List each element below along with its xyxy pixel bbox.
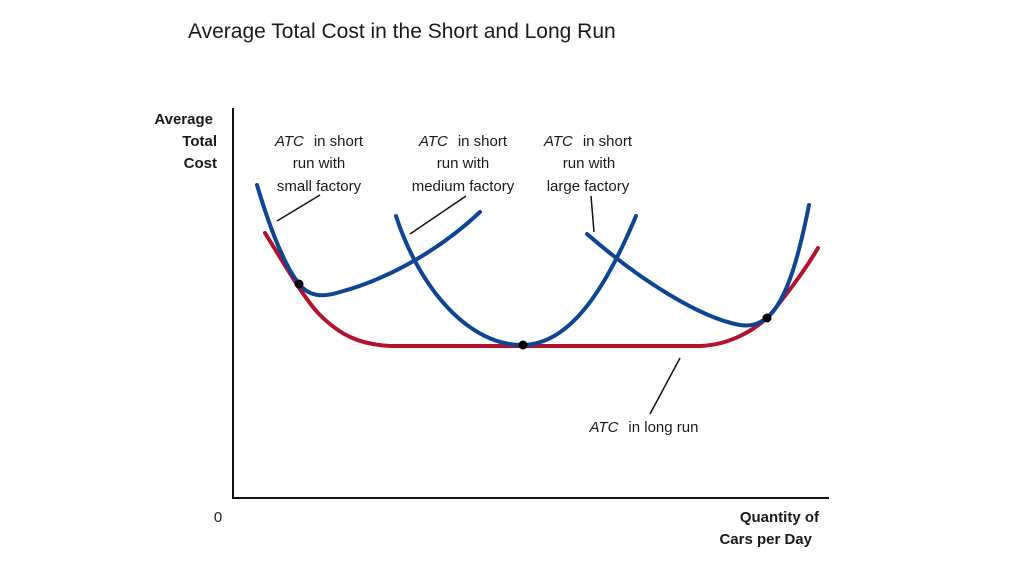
label-large-atc: ATC: [543, 133, 573, 150]
label-medium-line-3: medium factory: [412, 178, 515, 195]
label-long-run-rest: in long run: [628, 419, 698, 436]
x-axis-label-line-1: Quantity of: [740, 509, 820, 526]
label-medium-atc: ATC: [418, 133, 448, 150]
origin-label: 0: [214, 509, 222, 526]
label-small-line-3: small factory: [277, 178, 362, 195]
label-small-line-1: ATC in short: [274, 133, 364, 150]
label-large-line-1: ATC in short: [543, 133, 633, 150]
label-small-rest: in short: [314, 133, 364, 150]
leader-line-long-run: [649, 357, 681, 415]
short-run-atc-small-curve: [255, 183, 482, 298]
leader-line-small: [276, 194, 321, 222]
long-run-atc-curve: [263, 231, 820, 348]
label-large-line-2: run with: [563, 155, 616, 172]
y-axis-label-line-2: Total: [182, 133, 217, 150]
label-medium-line-2: run with: [437, 155, 490, 172]
short-run-atc-medium-curve: [394, 214, 638, 348]
y-axis-label-line-1: Average: [154, 111, 213, 128]
label-medium-rest: in short: [458, 133, 508, 150]
chart-title: Average Total Cost in the Short and Long…: [188, 20, 616, 43]
tangency-point-small: [294, 279, 304, 289]
label-small-atc: ATC: [274, 133, 304, 150]
short-run-atc-large-curve: [585, 203, 811, 328]
tangency-point-large: [762, 313, 772, 323]
label-long-run: ATC in long run: [589, 419, 699, 436]
label-large-line-3: large factory: [547, 178, 630, 195]
tangency-point-medium: [518, 340, 528, 350]
leader-line-medium: [409, 195, 467, 235]
label-small-line-2: run with: [293, 155, 346, 172]
y-axis-label-line-3: Cost: [184, 155, 217, 172]
label-large-rest: in short: [583, 133, 633, 150]
x-axis-label-line-2: Cars per Day: [719, 531, 812, 548]
leader-line-large: [590, 195, 595, 233]
label-medium-line-1: ATC in short: [418, 133, 508, 150]
label-long-run-atc: ATC: [589, 419, 619, 436]
